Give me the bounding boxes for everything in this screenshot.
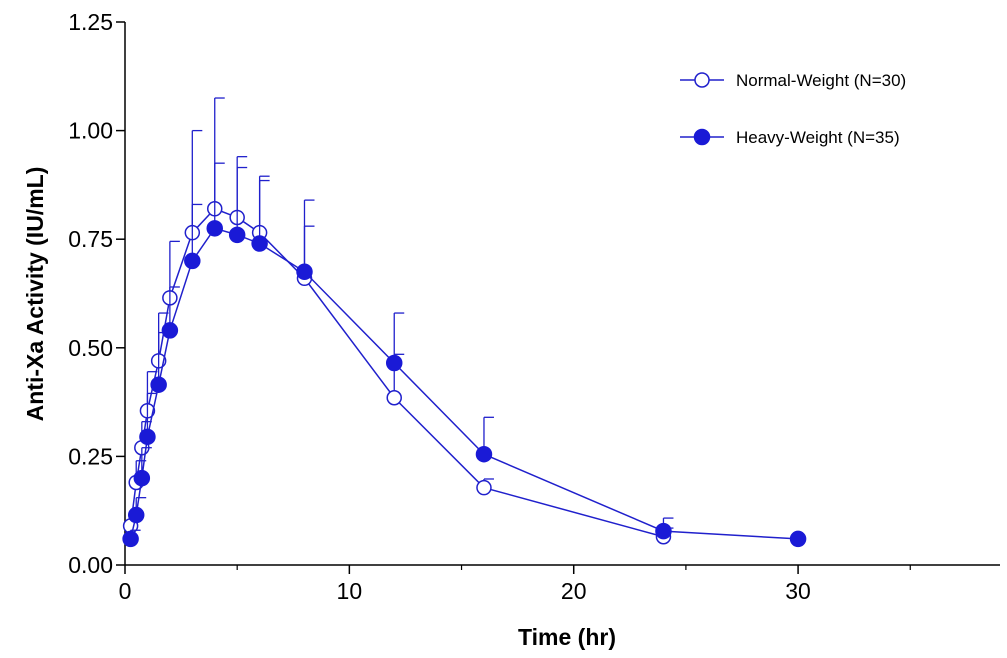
x-tick-label-1: 10 [337, 578, 363, 604]
series-1-point-1 [127, 506, 145, 524]
legend-label-normal-weight: Normal-Weight (N=30) [736, 71, 906, 90]
x-axis-title: Time (hr) [518, 624, 616, 650]
legend-label-heavy-weight: Heavy-Weight (N=35) [736, 128, 900, 147]
series-1-point-9 [251, 235, 268, 252]
ticks: 0.00 0.25 0.50 0.75 1.00 1.25 0 10 20 30 [68, 9, 911, 604]
x-tick-label-3: 30 [785, 578, 811, 604]
y-tick-label-4: 1.00 [68, 118, 113, 144]
series-1-point-14 [789, 530, 807, 548]
legend: Normal-Weight (N=30) Heavy-Weight (N=35) [680, 71, 906, 147]
series-0 [122, 97, 674, 545]
x-tick-label-2: 20 [561, 578, 587, 604]
series-1-line [129, 227, 799, 540]
series-1-point-2 [133, 469, 151, 487]
y-tick-label-1: 0.25 [68, 443, 113, 469]
series-1-point-3 [139, 428, 156, 446]
series-1-point-13 [655, 522, 672, 540]
series-1-point-7 [206, 220, 223, 237]
series-1-point-12 [475, 445, 493, 463]
series-1-point-5 [161, 322, 179, 339]
series-0-point-12 [476, 479, 492, 496]
series-1-point-0 [122, 530, 139, 548]
y-axis-title: Anti-Xa Activity (IU/mL) [22, 167, 48, 422]
series-layer [122, 97, 807, 548]
series-1-point-11 [385, 354, 403, 372]
y-tick-label-2: 0.50 [68, 335, 113, 361]
axes [124, 22, 1000, 566]
y-tick-label-5: 1.25 [68, 9, 113, 35]
x-tick-label-0: 0 [119, 578, 132, 604]
legend-marker-heavy-weight [693, 128, 711, 146]
series-0-point-11 [386, 390, 402, 406]
y-tick-label-3: 0.75 [68, 226, 113, 252]
series-0-line [129, 207, 664, 538]
series-1-point-8 [228, 226, 246, 244]
series-1-point-10 [296, 263, 313, 281]
y-tick-label-0: 0.00 [68, 552, 113, 578]
series-1 [122, 162, 807, 548]
legend-marker-normal-weight [694, 72, 710, 88]
series-1-point-6 [184, 252, 201, 270]
series-1-point-4 [150, 376, 167, 393]
